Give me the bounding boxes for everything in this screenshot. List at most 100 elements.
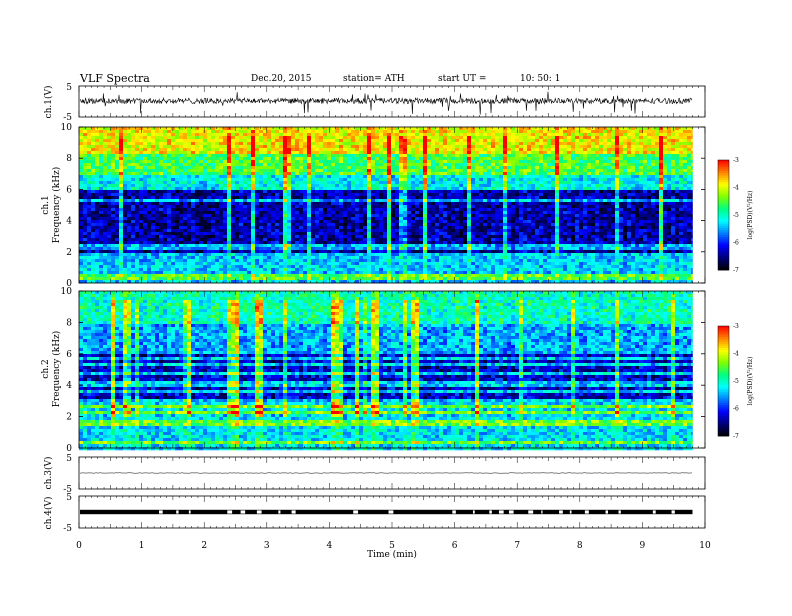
spectrogram-cell: [655, 169, 660, 173]
spectrogram-cell: [271, 151, 276, 155]
spectrogram-cell: [519, 205, 524, 209]
spectrogram-cell: [263, 136, 268, 140]
spectrogram-cell: [607, 136, 612, 140]
spectrogram-cell: [383, 169, 388, 173]
spectrogram-cell: [131, 187, 136, 191]
spectrogram-cell: [563, 187, 568, 191]
spectrogram-cell: [251, 202, 256, 206]
spectrogram-cell: [175, 175, 180, 179]
spectrogram-cell: [135, 136, 140, 140]
spectrogram-cell: [171, 166, 176, 170]
spectrogram-cell: [263, 148, 268, 152]
spectrogram-cell: [451, 181, 456, 185]
spectrogram-cell: [679, 178, 684, 182]
spectrogram-cell: [403, 178, 408, 182]
spectrogram-cell: [519, 151, 524, 155]
spectrogram-cell: [115, 223, 120, 227]
spectrogram-cell: [635, 208, 640, 212]
spectrogram-cell: [543, 160, 548, 164]
spectrogram-cell: [635, 199, 640, 203]
spectrogram-cell: [283, 151, 288, 155]
spectrogram-cell: [307, 205, 312, 209]
spectrogram-cell: [671, 196, 676, 200]
spectrogram-cell: [423, 139, 428, 143]
spectrogram-cell: [687, 133, 692, 137]
spectrogram-cell: [407, 163, 412, 167]
spectrogram-cell: [419, 130, 424, 134]
spectrogram-cell: [359, 172, 364, 176]
spectrogram-cell: [435, 145, 440, 149]
spectrogram-cell: [199, 211, 204, 215]
spectrogram-cell: [535, 190, 540, 194]
spectrogram-cell: [371, 151, 376, 155]
spectrogram-cell: [455, 139, 460, 143]
spectrogram-cell: [163, 190, 168, 194]
spectrogram-cell: [331, 151, 336, 155]
spectrogram-cell: [511, 136, 516, 140]
spectrogram-cell: [231, 139, 236, 143]
spectrogram-cell: [683, 145, 688, 149]
spectrogram-cell: [135, 217, 140, 221]
spectrogram-cell: [147, 220, 152, 224]
spectrogram-cell: [359, 145, 364, 149]
spectrogram-cell: [635, 178, 640, 182]
spectrogram-cell: [667, 160, 672, 164]
spectrogram-cell: [243, 172, 248, 176]
spectrogram-cell: [247, 205, 252, 209]
spectrogram-cell: [643, 196, 648, 200]
spectrogram-cell: [583, 175, 588, 179]
spectrogram-cell: [131, 127, 136, 131]
spectrogram-cell: [535, 145, 540, 149]
spectrogram-cell: [559, 175, 564, 179]
spectrogram-cell: [319, 217, 324, 221]
spectrogram-cell: [171, 205, 176, 209]
spectrogram-cell: [467, 211, 472, 215]
spectrogram-cell: [119, 211, 124, 215]
spectrogram-cell: [167, 172, 172, 176]
spectrogram-cell: [587, 181, 592, 185]
spectrogram-cell: [659, 172, 664, 176]
spectrogram-cell: [195, 205, 200, 209]
spectrogram-cell: [159, 202, 164, 206]
spectrogram-cell: [563, 181, 568, 185]
spectrogram-cell: [131, 169, 136, 173]
spectrogram-cell: [423, 214, 428, 218]
spectrogram-cell: [679, 187, 684, 191]
spectrogram-cell: [671, 160, 676, 164]
spectrogram-cell: [579, 205, 584, 209]
spectrogram-cell: [687, 157, 692, 161]
spectrogram-cell: [539, 196, 544, 200]
spectrogram-cell: [107, 166, 112, 170]
spectrogram-cell: [211, 142, 216, 146]
spectrogram-cell: [375, 127, 380, 131]
spectrogram-cell: [151, 151, 156, 155]
spectrogram-cell: [199, 190, 204, 194]
spectrogram-cell: [407, 166, 412, 170]
spectrogram-cell: [367, 169, 372, 173]
spectrogram-cell: [631, 163, 636, 167]
spectrogram-cell: [99, 220, 104, 224]
spectrogram-cell: [463, 172, 468, 176]
spectrogram-cell: [363, 133, 368, 137]
spectrogram-cell: [367, 166, 372, 170]
spectrogram-cell: [235, 217, 240, 221]
spectrogram-cell: [475, 160, 480, 164]
spectrogram-cell: [447, 139, 452, 143]
spectrogram-cell: [151, 130, 156, 134]
spectrogram-cell: [387, 175, 392, 179]
spectrogram-cell: [571, 193, 576, 197]
spectrogram-cell: [615, 160, 620, 164]
spectrogram-cell: [411, 214, 416, 218]
spectrogram-cell: [131, 142, 136, 146]
spectrogram-cell: [459, 220, 464, 224]
spectrogram-cell: [183, 220, 188, 224]
spectrogram-cell: [387, 214, 392, 218]
spectrogram-cell: [231, 196, 236, 200]
spectrogram-cell: [535, 202, 540, 206]
spectrogram-cell: [371, 205, 376, 209]
spectrogram-cell: [79, 145, 84, 149]
spectrogram-cell: [487, 175, 492, 179]
spectrogram-cell: [243, 139, 248, 143]
spectrogram-cell: [359, 154, 364, 158]
spectrogram-cell: [187, 169, 192, 173]
